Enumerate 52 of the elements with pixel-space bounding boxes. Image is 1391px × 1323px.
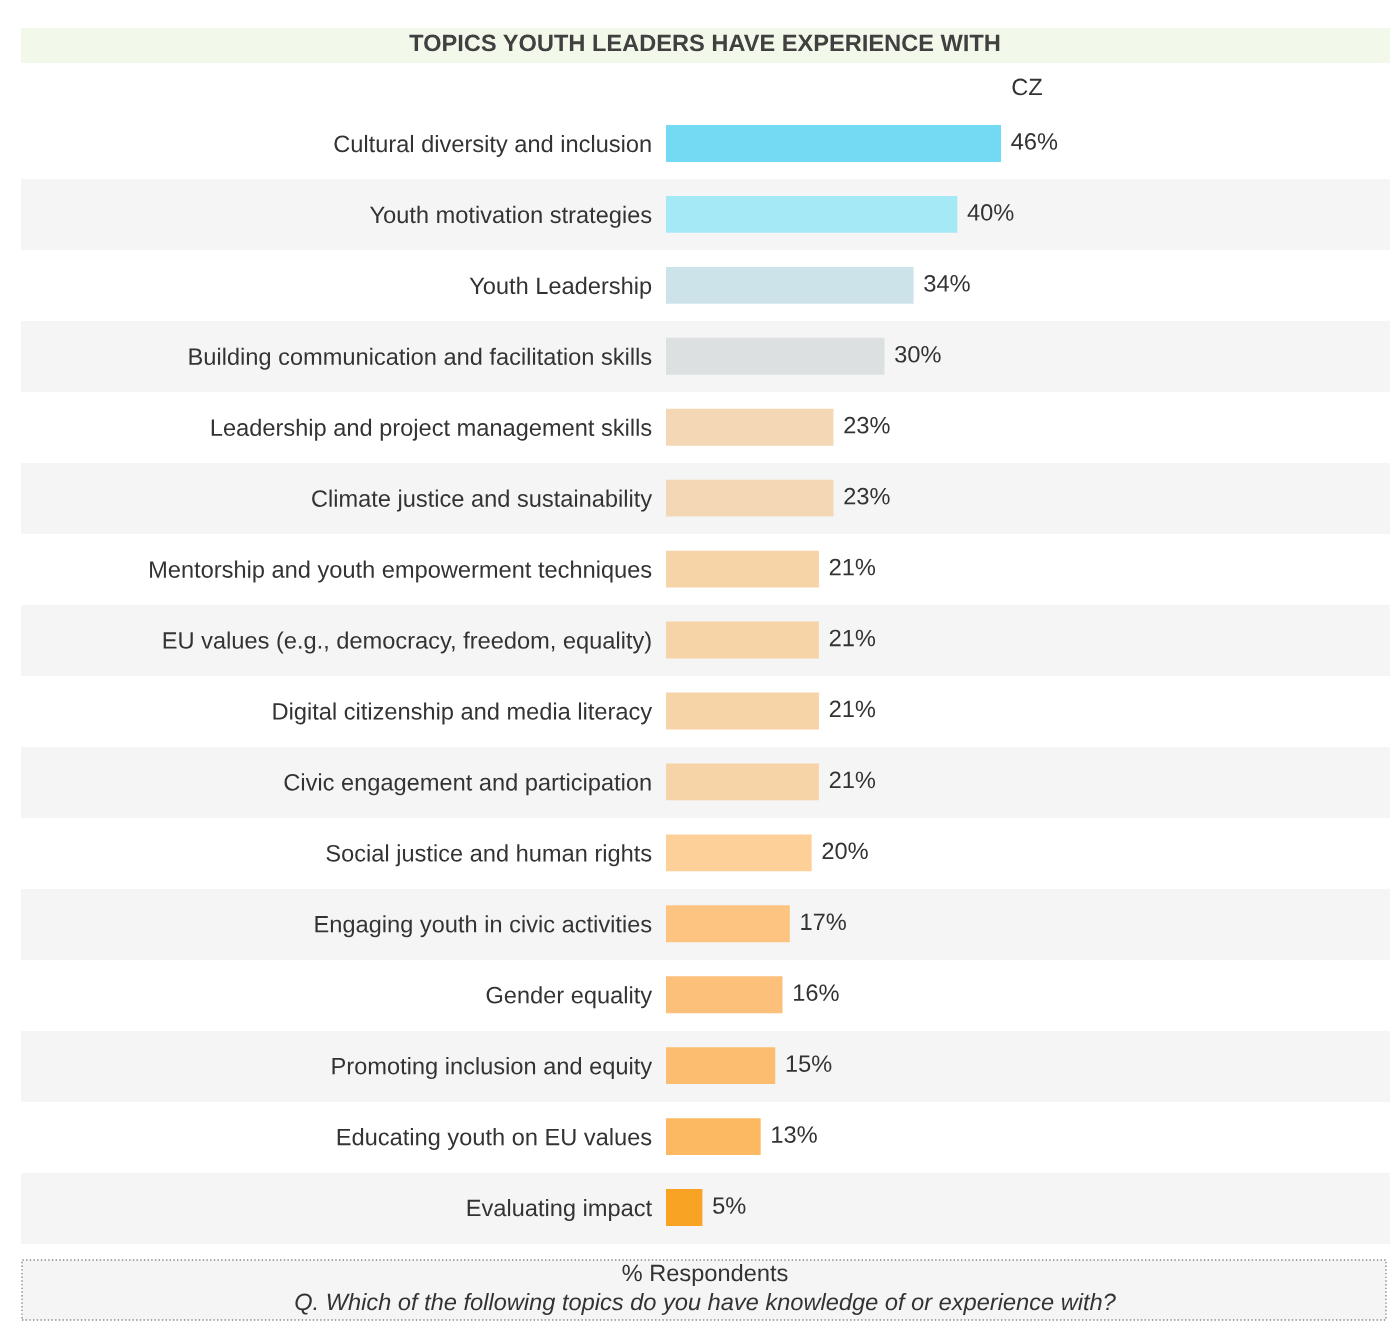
data-label: 21% [829, 700, 876, 718]
y-tick-label: EU values (e.g., democracy, freedom, equality) [163, 631, 651, 654]
data-label: 5% [713, 1197, 746, 1214]
bar [666, 408, 834, 446]
bar [666, 834, 812, 872]
y-tick-label: Evaluating impact [467, 1198, 652, 1221]
y-tick-label: Mentorship and youth empowerment techniques [150, 560, 652, 583]
y-tick-label: Building communication and facilitation skills [189, 347, 652, 370]
y-tick-label: Digital citizenship and media literacy [273, 702, 653, 725]
data-label: 20% [822, 842, 868, 860]
text: Q. Which of the following topics do you have knowledge of or experience with? [295, 1292, 1116, 1316]
y-tick-label: Promoting inclusion and equity [332, 1057, 653, 1080]
data-label: 17% [801, 913, 846, 931]
data-label: 16% [794, 984, 839, 1002]
data-label: 13% [772, 1126, 817, 1143]
y-tick-label: Social justice and human rights [326, 844, 652, 867]
y-tick-label: Climate justice and sustainability [312, 489, 653, 512]
bar [666, 621, 819, 659]
bar [666, 1118, 761, 1156]
data-label: 21% [829, 629, 876, 647]
series-label: CZ [1012, 78, 1042, 96]
bar [666, 195, 958, 233]
bar [666, 266, 914, 304]
data-label: 34% [924, 274, 970, 292]
y-tick-label: Educating youth on EU values [337, 1128, 652, 1151]
y-tick-label: Leadership and project management skills [211, 418, 652, 441]
y-tick-label: Youth Leadership [469, 276, 652, 299]
bar [666, 337, 885, 375]
data-label: 40% [967, 204, 1014, 221]
data-label: 21% [829, 558, 876, 576]
data-label: 30% [895, 345, 941, 363]
data-label: 23% [844, 487, 890, 505]
y-tick-label: Youth motivation strategies [370, 205, 652, 228]
bar [666, 479, 834, 517]
bar [666, 550, 819, 588]
x-axis-title: % Respondents [622, 1263, 788, 1287]
bar [666, 905, 790, 943]
y-tick-label: Civic engagement and participation [284, 773, 651, 796]
bar [666, 1047, 776, 1085]
bar [666, 763, 819, 801]
data-label: 21% [829, 771, 876, 789]
y-tick-label: Cultural diversity and inclusion [334, 134, 651, 157]
chart-title: TOPICS YOUTH LEADERS HAVE EXPERIENCE WITH [409, 34, 1000, 52]
bar [666, 125, 1001, 162]
y-tick-label: Engaging youth in civic activities [315, 915, 652, 938]
data-label: 23% [844, 416, 890, 434]
bar [666, 692, 819, 730]
bar [666, 976, 783, 1014]
y-tick-label: Gender equality [486, 986, 653, 1009]
data-label: 46% [1011, 133, 1058, 150]
data-label: 15% [786, 1055, 832, 1072]
bar [666, 1189, 703, 1226]
